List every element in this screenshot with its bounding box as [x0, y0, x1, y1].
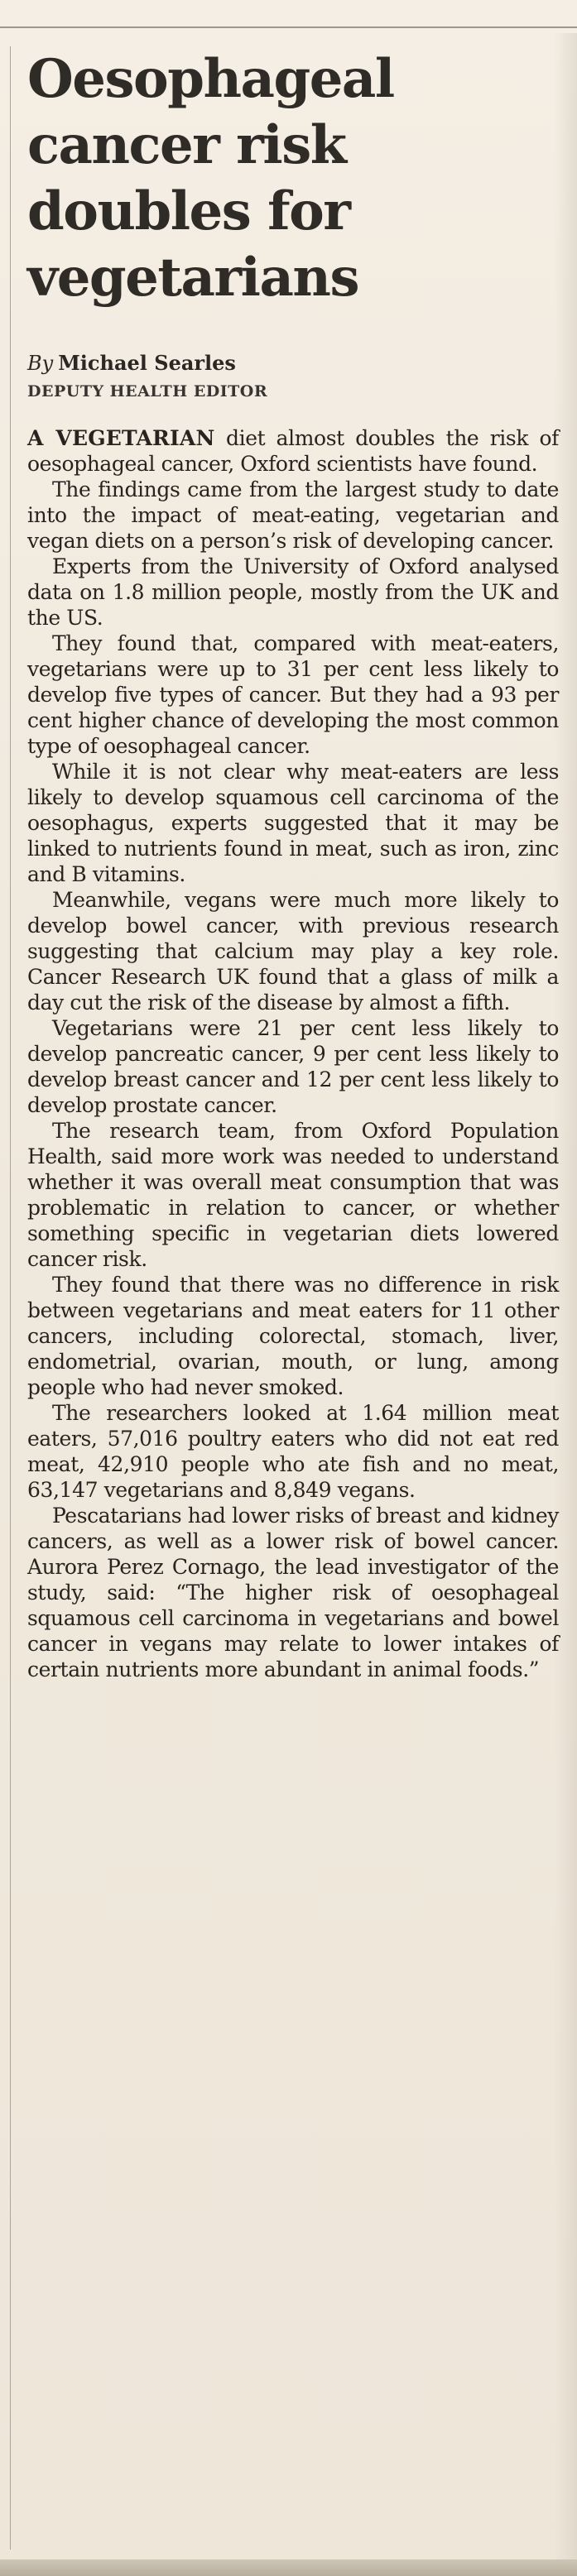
- page-edge-shadow: [554, 33, 577, 2576]
- top-rule: [0, 26, 577, 28]
- paragraph: A VEGETARIAN diet almost doubles the ris…: [27, 425, 559, 477]
- headline: Oesophageal cancer risk doubles for vege…: [27, 48, 395, 309]
- byline: By Michael Searles: [27, 349, 559, 377]
- paragraph: The research team, from Oxford Populatio…: [27, 1119, 559, 1271]
- byline-prefix: By: [27, 352, 54, 375]
- paragraph: The researchers looked at 1.64 million m…: [27, 1401, 559, 1502]
- lead-caps: A VEGETARIAN: [27, 426, 215, 450]
- author-name: Michael Searles: [58, 351, 236, 375]
- paragraph: They found that, compared with meat-eate…: [27, 631, 559, 758]
- paragraph: The findings came from the largest study…: [27, 477, 559, 553]
- paragraph: Pescatarians had lower risks of breast a…: [27, 1504, 559, 1681]
- article-body: A VEGETARIAN diet almost doubles the ris…: [27, 425, 559, 1682]
- author-role: DEPUTY HEALTH EDITOR: [27, 382, 268, 401]
- article: Oesophageal cancer risk doubles for vege…: [27, 46, 559, 1682]
- paragraph: Vegetarians were 21 per cent less likely…: [27, 1016, 559, 1117]
- column-rule: [10, 46, 11, 2550]
- paragraph: Meanwhile, vegans were much more likely …: [27, 888, 559, 1015]
- paragraph: They found that there was no difference …: [27, 1273, 559, 1399]
- page-bottom-edge: [0, 2559, 577, 2576]
- paragraph: While it is not clear why meat-eaters ar…: [27, 760, 559, 886]
- paragraph-text: diet almost doubles the risk of oesophag…: [27, 426, 559, 476]
- paragraph: Experts from the University of Oxford an…: [27, 554, 559, 630]
